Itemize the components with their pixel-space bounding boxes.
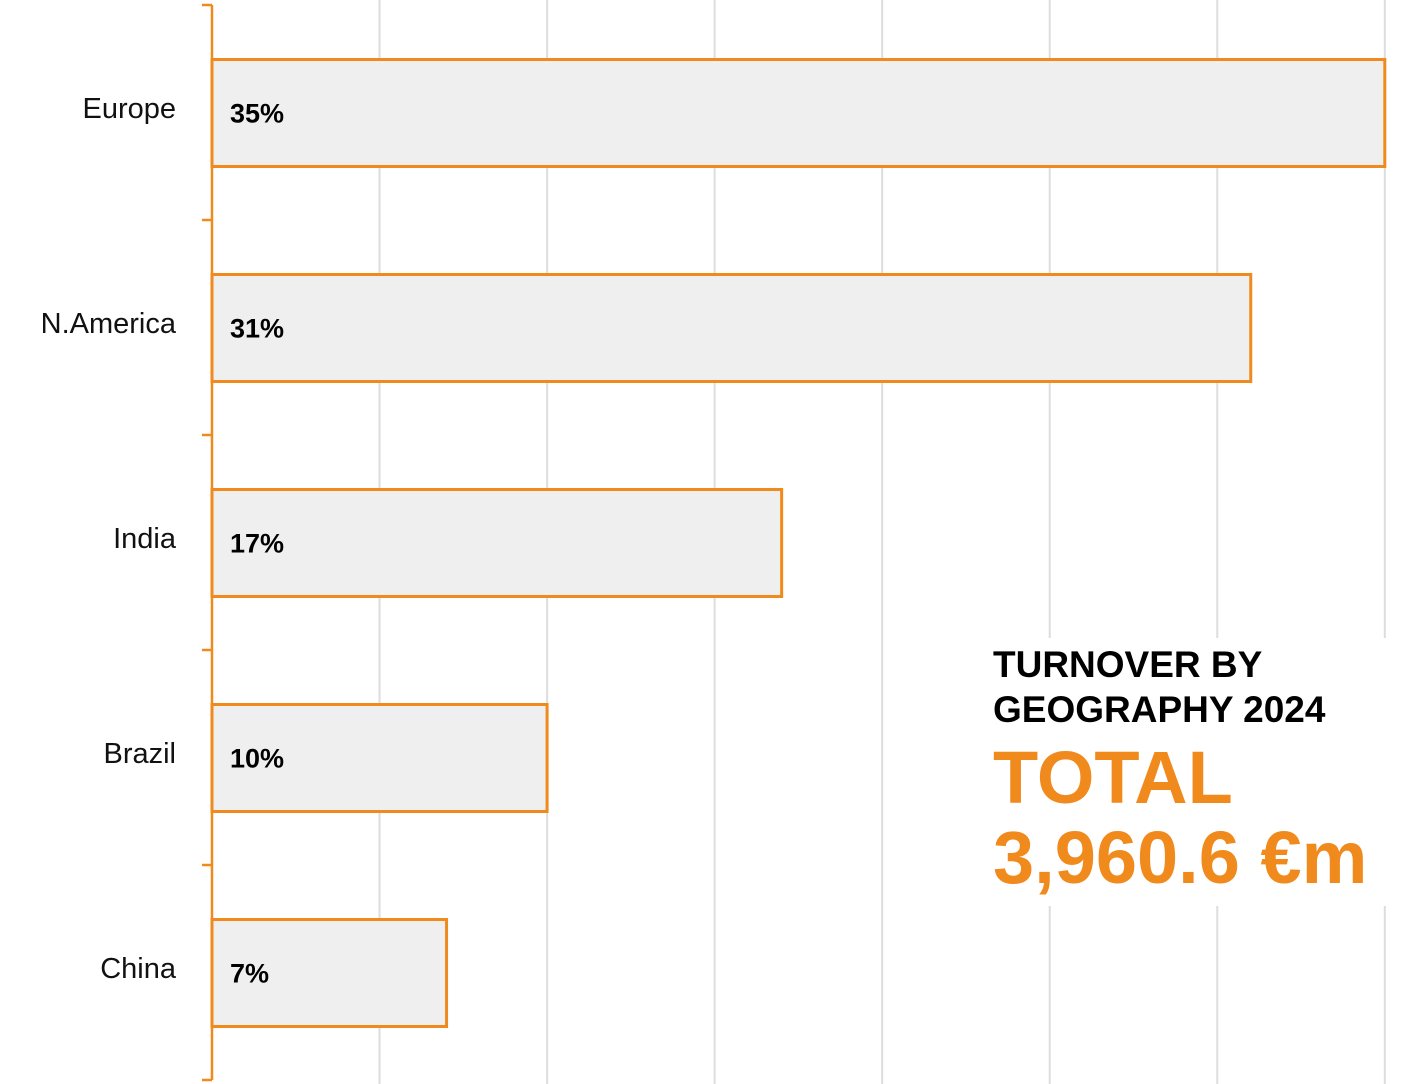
y-tick-label: Europe [82,93,176,125]
value-label: 31% [230,314,284,344]
bar [210,273,1253,383]
chart-subtitle: TOTAL 3,960.6 €m [993,736,1368,900]
value-label: 17% [230,529,284,559]
bar [210,488,784,598]
y-tick-label: India [113,523,177,555]
value-label: 10% [230,744,284,774]
y-tick-label: N.America [41,308,177,340]
y-tick-label: Brazil [103,738,176,770]
y-tick-label: China [100,953,177,985]
value-label: 35% [230,99,284,129]
bar [210,918,449,1028]
value-label: 7% [230,959,269,989]
chart-title: TURNOVER BY GEOGRAPHY 2024 [993,644,1326,731]
bar [210,58,1387,168]
bar [210,703,549,813]
caption-box: TURNOVER BY GEOGRAPHY 2024 TOTAL 3,960.6… [985,638,1427,906]
